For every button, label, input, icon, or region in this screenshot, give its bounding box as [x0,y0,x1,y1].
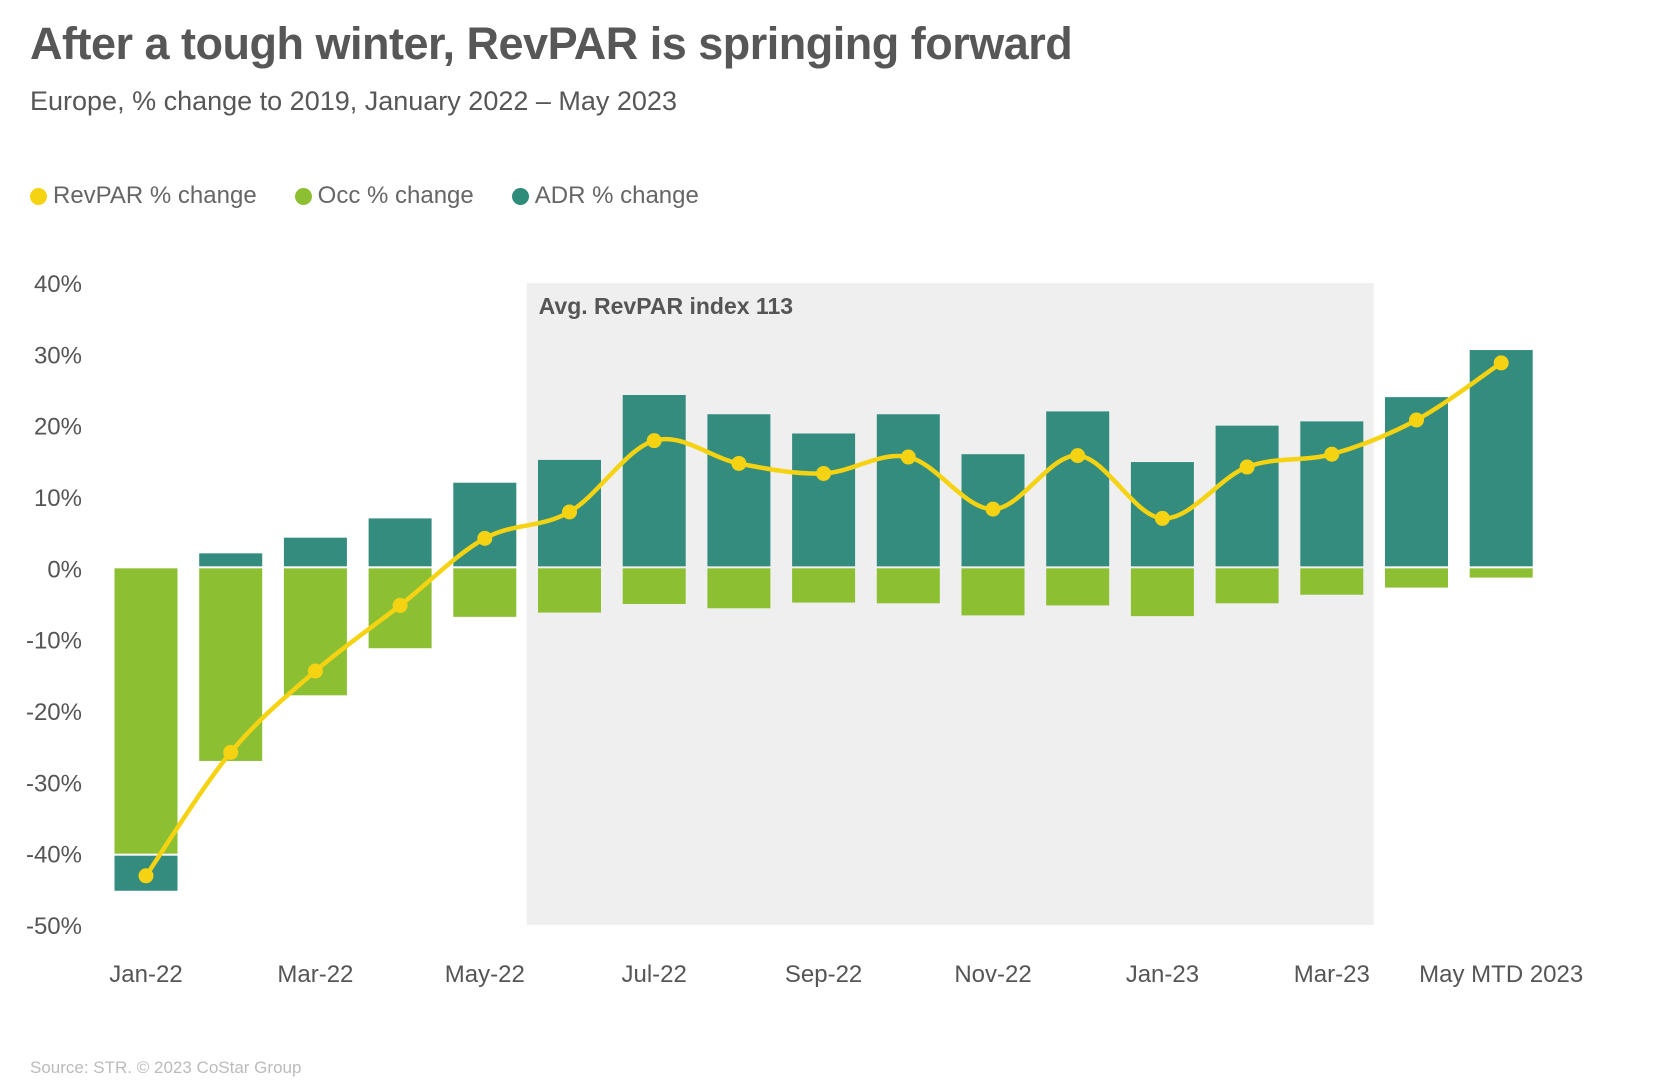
occ-bar [622,568,686,604]
adr-bar [622,394,686,567]
legend-label-occ: Occ % change [317,182,474,209]
y-tick-label: 30% [34,342,82,369]
legend-item-adr: ADR % change [511,182,699,210]
revpar-point [646,433,662,449]
revpar-point [731,455,747,471]
y-tick-label: 10% [34,485,82,512]
adr-bar [1300,421,1364,567]
occ-bar [114,568,178,854]
x-tick-label: Jul-22 [622,961,687,988]
adr-bar [876,414,940,567]
y-tick-label: 40% [34,271,82,298]
adr-bar [1046,411,1110,567]
legend-swatch-occ [294,187,312,205]
x-tick-label: May MTD 2023 [1419,961,1583,988]
revpar-point [562,504,577,520]
x-tick-label: Jan-23 [1126,961,1199,988]
revpar-point [307,663,323,679]
y-tick-label: 20% [34,414,82,441]
legend-label-revpar: RevPAR % change [53,182,257,209]
source-note: Source: STR. © 2023 CoStar Group [30,1058,302,1077]
revpar-point [1493,355,1509,371]
adr-bar [368,518,432,567]
occ-bar [1215,568,1279,604]
revpar-point [1409,412,1424,428]
x-tick-label: Mar-23 [1294,961,1370,988]
revpar-point [223,744,239,760]
revpar-point [816,465,832,481]
occ-bar [199,568,263,761]
occ-bar [1300,568,1364,595]
adr-bar [199,553,263,567]
occ-bar [1469,568,1533,578]
x-tick-label: Jan-22 [109,961,182,988]
y-tick-label: -20% [26,699,82,726]
occ-bar [1385,568,1448,588]
occ-bar [792,568,856,603]
revpar-point [138,868,154,884]
occ-bar [453,568,517,617]
adr-bar [1469,350,1533,567]
occ-bar [707,568,771,609]
x-tick-label: Mar-22 [277,961,353,988]
occ-bar [1046,568,1110,606]
x-tick-label: May-22 [445,961,525,988]
revpar-point [1324,446,1340,462]
occ-bar [961,568,1025,616]
chart-title: After a tough winter, RevPAR is springin… [30,18,1073,69]
occ-bar [876,568,940,604]
legend-swatch-revpar [30,187,47,205]
occ-bar [1130,568,1194,617]
adr-bar [792,433,856,567]
revpar-point [392,597,408,613]
legend: RevPAR % change Occ % change ADR % chang… [30,182,699,210]
legend-item-revpar: RevPAR % change [30,182,257,210]
occ-bar [538,568,601,613]
legend-swatch-adr [511,187,529,205]
x-tick-label: Nov-22 [954,961,1031,988]
y-tick-label: -30% [26,770,82,797]
y-tick-label: -50% [26,913,82,940]
adr-bar [707,414,771,567]
revpar-point [1070,448,1086,464]
adr-bar [283,537,347,567]
x-tick-label: Sep-22 [785,961,862,988]
revpar-point [1154,510,1170,526]
chart-subtitle: Europe, % change to 2019, January 2022 –… [30,86,677,116]
legend-item-occ: Occ % change [294,182,474,210]
revpar-point [900,449,916,465]
adr-bar [1215,425,1279,567]
y-tick-label: -40% [26,842,82,869]
annotation-label: Avg. RevPAR index 113 [539,293,793,319]
revpar-point [1239,459,1255,475]
legend-label-adr: ADR % change [534,182,699,209]
y-tick-label: 0% [47,556,82,583]
revpar-point [985,501,1001,517]
y-tick-label: -10% [26,628,82,655]
revpar-point [477,530,493,546]
